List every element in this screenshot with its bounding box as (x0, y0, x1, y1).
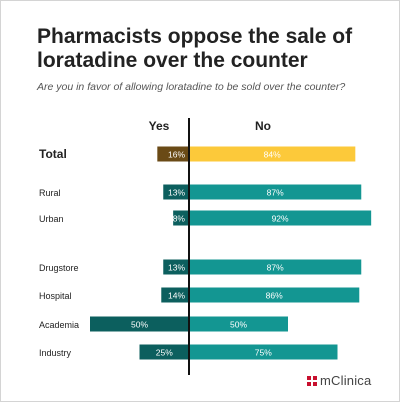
bar-no-drugstore (189, 259, 362, 275)
data-label-yes-hospital: 14% (168, 291, 185, 301)
column-header-no: No (255, 119, 271, 133)
bar-no-academia (189, 316, 288, 332)
bar-yes-urban (173, 210, 189, 226)
category-label-drugstore: Drugstore (39, 263, 79, 273)
brand-logo: mClinica (307, 373, 371, 388)
chart-title: Pharmacists oppose the sale of loratadin… (37, 25, 353, 72)
bar-no-total (189, 146, 356, 162)
bar-yes-academia (90, 316, 189, 332)
data-label-no-rural: 87% (267, 188, 284, 198)
data-label-no-industry: 75% (255, 348, 272, 358)
mclinica-logo-icon (307, 375, 317, 386)
data-label-no-academia: 50% (230, 320, 247, 330)
data-label-yes-urban: 8% (173, 214, 186, 224)
bar-yes-hospital (161, 287, 189, 303)
data-label-yes-academia: 50% (131, 320, 148, 330)
bar-yes-total (157, 146, 189, 162)
data-label-yes-drugstore: 13% (168, 263, 185, 273)
data-label-yes-industry: 25% (156, 348, 173, 358)
category-label-hospital: Hospital (39, 291, 72, 301)
bar-yes-drugstore (163, 259, 189, 275)
column-header-yes: Yes (149, 119, 170, 133)
bar-yes-rural (163, 184, 189, 200)
data-label-no-urban: 92% (272, 214, 289, 224)
data-label-no-drugstore: 87% (267, 263, 284, 273)
category-label-urban: Urban (39, 214, 64, 224)
category-label-academia: Academia (39, 320, 79, 330)
data-label-no-hospital: 86% (266, 291, 283, 301)
data-label-yes-total: 16% (168, 150, 185, 160)
category-label-rural: Rural (39, 188, 61, 198)
category-label-industry: Industry (39, 348, 72, 358)
bar-no-urban (189, 210, 372, 226)
category-label-total: Total (39, 147, 67, 161)
chart-subtitle: Are you in favor of allowing loratadine … (37, 81, 346, 93)
bar-yes-industry (139, 344, 189, 360)
data-label-yes-rural: 13% (168, 188, 185, 198)
bar-no-industry (189, 344, 338, 360)
brand-logo-text: mClinica (320, 373, 372, 388)
bar-no-rural (189, 184, 362, 200)
data-label-no-total: 84% (264, 150, 281, 160)
bar-no-hospital (189, 287, 360, 303)
